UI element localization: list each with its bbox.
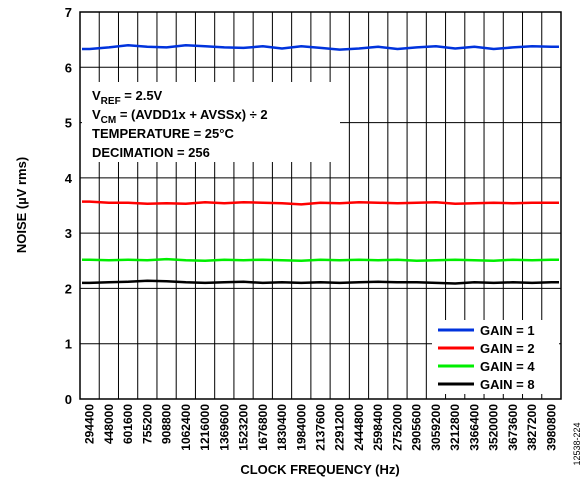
series-lines	[82, 43, 559, 285]
y-axis-label: NOISE (µV rms)	[14, 157, 29, 253]
x-tick-label: 908800	[160, 404, 174, 444]
legend-label: GAIN = 4	[480, 359, 535, 374]
x-tick-label: 448000	[102, 404, 116, 444]
x-tick-label: 3212800	[448, 404, 462, 451]
x-tick-label: 3980800	[544, 404, 558, 451]
x-tick-label: 1523200	[237, 404, 251, 451]
annotation-vref: VREF = 2.5V	[92, 88, 163, 107]
x-tick-labels: 294400 448000 601600 755200 908800 1062400 121…	[83, 404, 559, 451]
x-tick-label: 1216000	[198, 404, 212, 451]
x-tick-label: 3827200	[525, 404, 539, 451]
x-tick-label: 755200	[140, 404, 154, 444]
x-axis-label: CLOCK FREQUENCY (Hz)	[240, 462, 399, 477]
y-tick-label: 6	[65, 60, 72, 75]
x-tick-label: 2444800	[352, 404, 366, 451]
x-tick-label: 2752000	[390, 404, 404, 451]
series-line-gain-4	[82, 257, 559, 263]
x-tick-label: 3673600	[506, 404, 520, 451]
x-tick-label: 1676800	[256, 404, 270, 451]
annotation-box	[82, 82, 340, 162]
figure-id: 12538-224	[572, 422, 582, 465]
x-tick-label: 294400	[83, 404, 97, 444]
y-tick-label: 0	[65, 392, 72, 407]
x-tick-label: 3059200	[429, 404, 443, 451]
x-tick-label: 2291200	[333, 404, 347, 451]
x-tick-label: 1062400	[179, 404, 193, 451]
x-tick-label: 1830400	[275, 404, 289, 451]
y-tick-label: 4	[65, 171, 73, 186]
legend-label: GAIN = 8	[480, 377, 535, 392]
x-tick-label: 2137600	[314, 404, 328, 451]
y-tick-label: 5	[65, 116, 72, 131]
plot-frame	[79, 11, 562, 400]
series-line-gain-8	[82, 279, 559, 285]
annotation-decimation: DECIMATION = 256	[92, 145, 210, 160]
series-line-gain-2	[82, 200, 559, 206]
x-tick-label: 1984000	[294, 404, 308, 451]
legend-label: GAIN = 2	[480, 341, 535, 356]
y-tick-label: 3	[65, 226, 72, 241]
legend: GAIN = 1 GAIN = 2 GAIN = 4 GAIN = 8	[432, 320, 559, 394]
annotation-temperature: TEMPERATURE = 25°C	[92, 126, 234, 141]
annotation-vcm: VCM = (AVDD1x + AVSSx) ÷ 2	[92, 107, 268, 126]
x-tick-label: 2598400	[371, 404, 385, 451]
legend-label: GAIN = 1	[480, 323, 535, 338]
x-tick-label: 2905600	[410, 404, 424, 451]
x-tick-label: 3520000	[487, 404, 501, 451]
y-tick-label: 1	[65, 337, 72, 352]
x-tick-label: 3366400	[467, 404, 481, 451]
legend-box	[432, 320, 559, 394]
series-line-gain-1	[82, 43, 559, 51]
x-tick-label: 1369600	[217, 404, 231, 451]
y-tick-label: 7	[65, 5, 72, 20]
x-tick-label: 601600	[121, 404, 135, 444]
y-tick-label: 2	[65, 281, 72, 296]
y-tick-labels: 0 1 2 3 4 5 6 7	[65, 5, 73, 407]
